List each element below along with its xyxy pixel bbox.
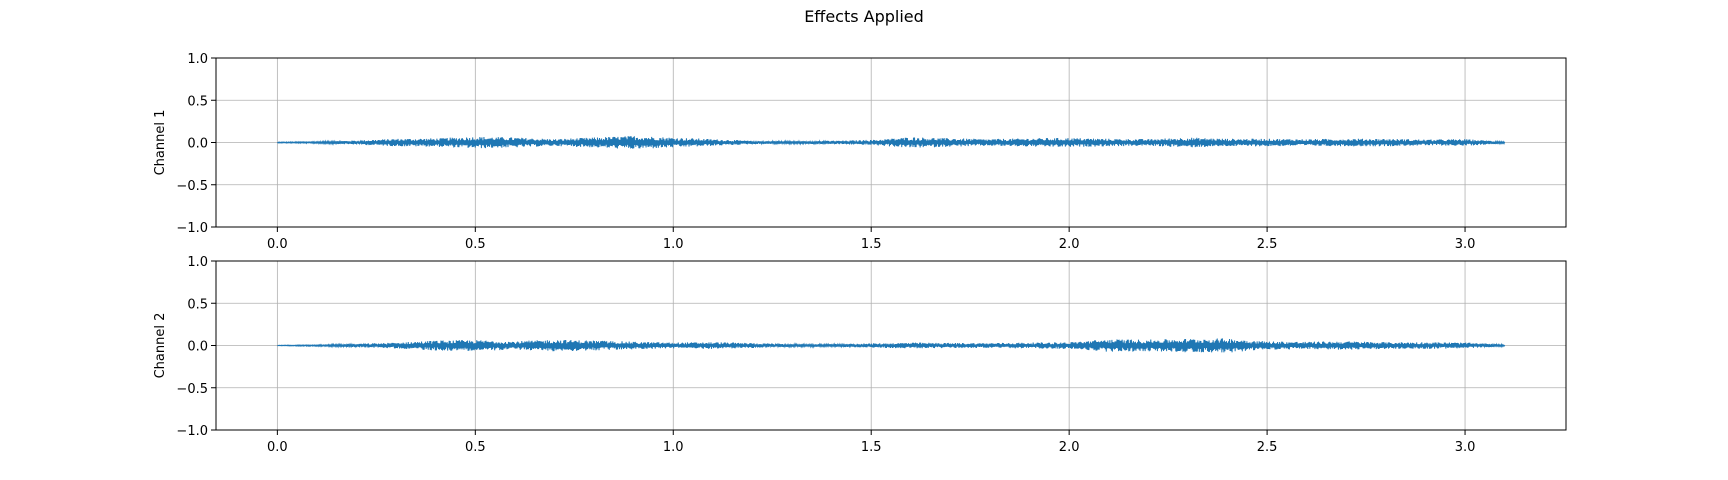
x-tick-label: 1.0 bbox=[663, 237, 684, 252]
y-tick-label: −1.0 bbox=[176, 221, 208, 236]
y-tick-label: 1.0 bbox=[187, 255, 208, 270]
chart-title: Effects Applied bbox=[804, 7, 924, 26]
x-tick-label: 2.5 bbox=[1257, 237, 1278, 252]
x-tick-label: 1.5 bbox=[861, 440, 882, 455]
x-tick-label: 0.0 bbox=[267, 440, 288, 455]
y-tick-label: 0.0 bbox=[187, 137, 208, 152]
x-tick-label: 0.5 bbox=[465, 440, 486, 455]
y-tick-label: −0.5 bbox=[176, 179, 208, 194]
y-tick-label: 1.0 bbox=[187, 52, 208, 67]
x-tick-label: 0.0 bbox=[267, 237, 288, 252]
x-tick-label: 3.0 bbox=[1455, 237, 1476, 252]
y-tick-label: 0.5 bbox=[187, 297, 208, 312]
subplot-channel-1: 0.0 0.5 1.0 1.5 2.0 2.5 3.0 1.0 0.5 0.0 −0.5 −1.0 Ch… bbox=[153, 52, 1567, 252]
x-tick-label: 2.5 bbox=[1257, 440, 1278, 455]
y-tick-label: 0.0 bbox=[187, 340, 208, 355]
x-tick-label: 0.5 bbox=[465, 237, 486, 252]
waveform-line bbox=[276, 136, 1506, 149]
waveform-line bbox=[277, 338, 1506, 353]
x-tick-label: 2.0 bbox=[1059, 237, 1080, 252]
y-tick-label: 0.5 bbox=[187, 94, 208, 109]
x-tick-label: 3.0 bbox=[1455, 440, 1476, 455]
x-tick-label: 2.0 bbox=[1059, 440, 1080, 455]
y-axis-label: Channel 2 bbox=[153, 313, 168, 379]
subplot-channel-2: 0.0 0.5 1.0 1.5 2.0 2.5 3.0 1.0 0.5 0.0 −0.5 −1.0 Ch… bbox=[153, 255, 1567, 455]
y-tick-label: −0.5 bbox=[176, 382, 208, 397]
y-tick-label: −1.0 bbox=[176, 424, 208, 439]
x-tick-label: 1.5 bbox=[861, 237, 882, 252]
x-tick-label: 1.0 bbox=[663, 440, 684, 455]
y-axis-label: Channel 1 bbox=[153, 110, 168, 176]
